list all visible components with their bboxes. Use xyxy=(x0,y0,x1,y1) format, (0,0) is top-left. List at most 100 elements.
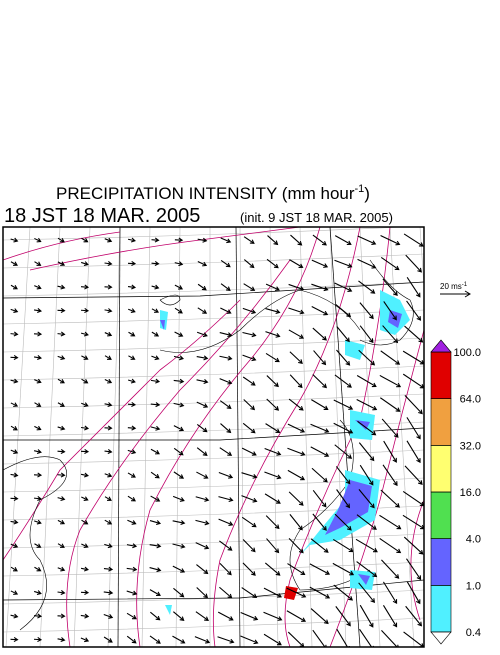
wind-arrow xyxy=(242,562,256,576)
wind-arrow xyxy=(33,636,43,643)
wind-arrow xyxy=(10,284,18,290)
wind-arrow xyxy=(241,587,258,599)
wind-arrow xyxy=(357,235,377,246)
wind-arrow xyxy=(243,283,256,291)
wind-arrow xyxy=(403,233,424,247)
wind-arrow xyxy=(151,308,160,313)
wind-arrow xyxy=(358,442,375,462)
wind-arrow xyxy=(173,402,185,408)
wind-arrow xyxy=(174,307,183,314)
wind-arrow xyxy=(33,496,43,502)
wind-arrow xyxy=(311,283,329,292)
wind-arrow xyxy=(104,331,113,337)
wind-arrow xyxy=(151,284,160,290)
wind-arrow xyxy=(10,566,18,572)
wind-arrow xyxy=(127,402,137,408)
colorbar-segment xyxy=(430,398,452,446)
wind-arrow xyxy=(219,378,233,385)
wind-arrow xyxy=(103,613,114,619)
wind-arrow xyxy=(104,496,112,501)
wind-arrow xyxy=(33,613,43,619)
wind-arrow xyxy=(289,374,303,389)
lon-line xyxy=(73,227,91,647)
wind-arrow xyxy=(241,516,257,528)
wind-arrow xyxy=(312,629,327,647)
wind-arrow xyxy=(333,584,354,601)
wind-arrow xyxy=(174,261,184,267)
wind-arrow xyxy=(406,558,422,581)
lon-line xyxy=(39,227,61,647)
wind-arrow xyxy=(127,472,136,478)
reference-vector: 20 ms-1 xyxy=(440,282,471,298)
wind-arrow xyxy=(104,543,113,549)
wind-arrow xyxy=(382,464,398,487)
wind-arrow xyxy=(379,514,402,530)
wind-arrow xyxy=(196,587,209,599)
wind-arrow xyxy=(10,449,19,454)
wind-arrow xyxy=(240,612,259,621)
wind-arrow xyxy=(382,325,399,344)
lat-line xyxy=(3,281,424,297)
wind-arrow xyxy=(311,259,329,268)
wind-arrow xyxy=(174,284,184,290)
wind-arrow xyxy=(310,446,330,457)
wind-arrow xyxy=(358,280,376,294)
wind-arrow xyxy=(242,354,257,362)
colorbar-segment xyxy=(430,491,452,539)
wind-arrow xyxy=(309,586,331,599)
wind-arrow xyxy=(127,425,137,431)
wind-arrow xyxy=(196,447,208,456)
wind-arrow xyxy=(312,234,327,246)
colorbar-segment xyxy=(430,351,452,399)
wind-arrow xyxy=(310,423,330,433)
wind-arrow xyxy=(81,543,89,548)
wind-arrow xyxy=(357,420,377,436)
wind-arrow xyxy=(126,543,138,549)
wind-arrow xyxy=(309,563,331,575)
wind-arrow xyxy=(219,563,232,576)
wind-arrow xyxy=(127,284,137,290)
wind-arrow xyxy=(241,472,258,479)
wind-arrow xyxy=(220,283,231,291)
wind-arrow xyxy=(288,307,305,315)
wind-arrow xyxy=(34,378,42,384)
wind-arrow xyxy=(355,538,378,553)
wind-arrow xyxy=(57,590,66,596)
wind-arrow xyxy=(196,355,209,361)
wind-arrow xyxy=(197,237,208,243)
wind-arrow xyxy=(104,237,113,243)
wind-arrow xyxy=(128,331,136,337)
wind-arrow xyxy=(173,587,185,598)
wind-arrow xyxy=(336,326,350,343)
wind-arrow xyxy=(358,349,376,366)
wind-arrow xyxy=(334,259,353,269)
wind-arrow xyxy=(57,543,65,548)
wind-arrow xyxy=(172,565,186,573)
wind-arrow xyxy=(264,562,281,576)
wind-arrow xyxy=(287,423,306,433)
coastline xyxy=(3,259,414,631)
wind-arrow xyxy=(194,636,211,644)
wind-arrow xyxy=(150,611,161,621)
wind-arrow xyxy=(104,284,113,290)
map-border xyxy=(2,226,425,648)
wind-arrow xyxy=(57,307,66,314)
wind-arrow xyxy=(405,254,422,273)
wind-arrow xyxy=(195,519,210,526)
wind-arrow xyxy=(288,538,304,554)
colorbar-label: 32.0 xyxy=(460,440,481,452)
wind-arrow xyxy=(80,566,89,572)
wind-arrow xyxy=(150,425,161,431)
wind-arrow xyxy=(149,635,161,644)
wind-arrow xyxy=(287,631,305,647)
wind-arrow xyxy=(151,331,160,337)
wind-arrow xyxy=(288,283,305,291)
wind-arrow xyxy=(57,355,66,361)
wind-arrow xyxy=(383,301,397,321)
wind-arrow xyxy=(311,467,328,483)
lon-line xyxy=(389,227,415,647)
wind-arrow xyxy=(10,237,19,243)
wind-arrow xyxy=(334,235,352,246)
wind-arrow xyxy=(402,350,424,365)
wind-arrow xyxy=(103,566,114,572)
